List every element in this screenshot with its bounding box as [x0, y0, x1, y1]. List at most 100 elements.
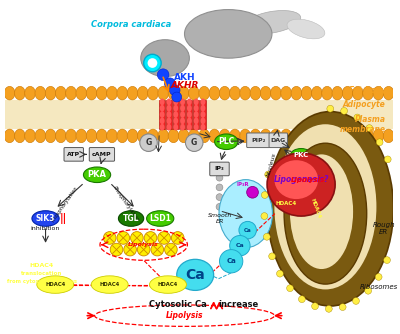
- Ellipse shape: [96, 129, 107, 143]
- Text: IP₃: IP₃: [215, 166, 224, 171]
- Text: HDAC4: HDAC4: [158, 282, 178, 287]
- Ellipse shape: [25, 87, 36, 100]
- Ellipse shape: [298, 296, 305, 303]
- Text: PKA: PKA: [88, 170, 106, 179]
- Ellipse shape: [166, 118, 171, 124]
- Ellipse shape: [117, 231, 130, 244]
- Ellipse shape: [209, 87, 220, 100]
- Ellipse shape: [247, 186, 258, 198]
- Text: G: G: [191, 138, 197, 147]
- Ellipse shape: [173, 111, 178, 118]
- Ellipse shape: [170, 85, 180, 96]
- Ellipse shape: [127, 129, 138, 143]
- Ellipse shape: [365, 287, 372, 294]
- Text: increase: increase: [218, 300, 258, 309]
- Ellipse shape: [66, 87, 76, 100]
- Ellipse shape: [160, 111, 164, 118]
- Text: Fat body: Fat body: [349, 86, 386, 95]
- Ellipse shape: [130, 231, 143, 244]
- Ellipse shape: [291, 129, 302, 143]
- Ellipse shape: [352, 298, 359, 304]
- Ellipse shape: [32, 211, 59, 226]
- Ellipse shape: [312, 303, 318, 310]
- Ellipse shape: [56, 87, 66, 100]
- Ellipse shape: [312, 129, 322, 143]
- Ellipse shape: [326, 306, 332, 312]
- Text: Lipolysis: Lipolysis: [166, 311, 203, 320]
- Text: PKC: PKC: [294, 152, 309, 158]
- Ellipse shape: [376, 139, 383, 146]
- Text: Cytosolic Ca: Cytosolic Ca: [149, 300, 206, 309]
- Bar: [166, 100, 172, 129]
- Ellipse shape: [260, 129, 271, 143]
- Text: PLC: PLC: [218, 137, 234, 146]
- Ellipse shape: [194, 99, 198, 105]
- Text: HDAC4: HDAC4: [30, 263, 54, 268]
- Text: ||: ||: [60, 213, 67, 224]
- Ellipse shape: [339, 304, 346, 311]
- Ellipse shape: [281, 87, 292, 100]
- Text: Lipolysis: Lipolysis: [291, 177, 325, 183]
- Ellipse shape: [177, 259, 214, 290]
- Text: AKH: AKH: [174, 73, 195, 82]
- Ellipse shape: [332, 129, 343, 143]
- Ellipse shape: [168, 129, 179, 143]
- Ellipse shape: [322, 87, 332, 100]
- Ellipse shape: [230, 87, 240, 100]
- Bar: [200, 100, 206, 129]
- Text: translocation: translocation: [21, 272, 62, 277]
- Ellipse shape: [4, 87, 15, 100]
- Bar: [186, 100, 192, 129]
- Ellipse shape: [164, 78, 176, 89]
- Ellipse shape: [220, 249, 243, 273]
- Text: SIK3: SIK3: [36, 214, 55, 223]
- Text: Ca: Ca: [185, 268, 205, 282]
- Ellipse shape: [164, 243, 177, 256]
- Ellipse shape: [274, 160, 318, 199]
- Text: Ca: Ca: [244, 228, 252, 233]
- Ellipse shape: [341, 108, 348, 114]
- Ellipse shape: [363, 129, 374, 143]
- Ellipse shape: [103, 231, 116, 244]
- Text: Rough
ER: Rough ER: [372, 222, 395, 235]
- Ellipse shape: [91, 276, 128, 293]
- Ellipse shape: [290, 149, 312, 162]
- Ellipse shape: [219, 87, 230, 100]
- Ellipse shape: [117, 87, 128, 100]
- Ellipse shape: [140, 134, 157, 151]
- Ellipse shape: [384, 156, 391, 163]
- Ellipse shape: [158, 129, 168, 143]
- Ellipse shape: [158, 87, 168, 100]
- Ellipse shape: [180, 118, 185, 124]
- Ellipse shape: [200, 111, 205, 118]
- Bar: [180, 100, 186, 129]
- Ellipse shape: [383, 87, 394, 100]
- Text: Lipogenesis?: Lipogenesis?: [274, 175, 329, 184]
- Ellipse shape: [37, 276, 74, 293]
- Ellipse shape: [274, 124, 376, 290]
- Ellipse shape: [287, 19, 325, 39]
- Ellipse shape: [230, 129, 240, 143]
- Ellipse shape: [216, 174, 223, 181]
- Bar: [193, 100, 199, 129]
- Ellipse shape: [267, 112, 394, 306]
- Ellipse shape: [216, 203, 223, 210]
- Text: Nucleus: Nucleus: [266, 152, 278, 178]
- Ellipse shape: [35, 129, 46, 143]
- Ellipse shape: [4, 129, 15, 143]
- Text: HDAC4: HDAC4: [45, 282, 65, 287]
- Text: IP₃R: IP₃R: [236, 182, 249, 187]
- Ellipse shape: [384, 257, 390, 264]
- Ellipse shape: [373, 87, 384, 100]
- Ellipse shape: [200, 118, 205, 124]
- Ellipse shape: [148, 58, 157, 68]
- FancyBboxPatch shape: [64, 148, 84, 161]
- Ellipse shape: [171, 231, 184, 244]
- Ellipse shape: [383, 129, 394, 143]
- Ellipse shape: [230, 235, 250, 256]
- Ellipse shape: [194, 111, 198, 118]
- Ellipse shape: [352, 87, 363, 100]
- Ellipse shape: [25, 129, 36, 143]
- Text: HDAC4: HDAC4: [100, 282, 120, 287]
- FancyBboxPatch shape: [89, 148, 114, 161]
